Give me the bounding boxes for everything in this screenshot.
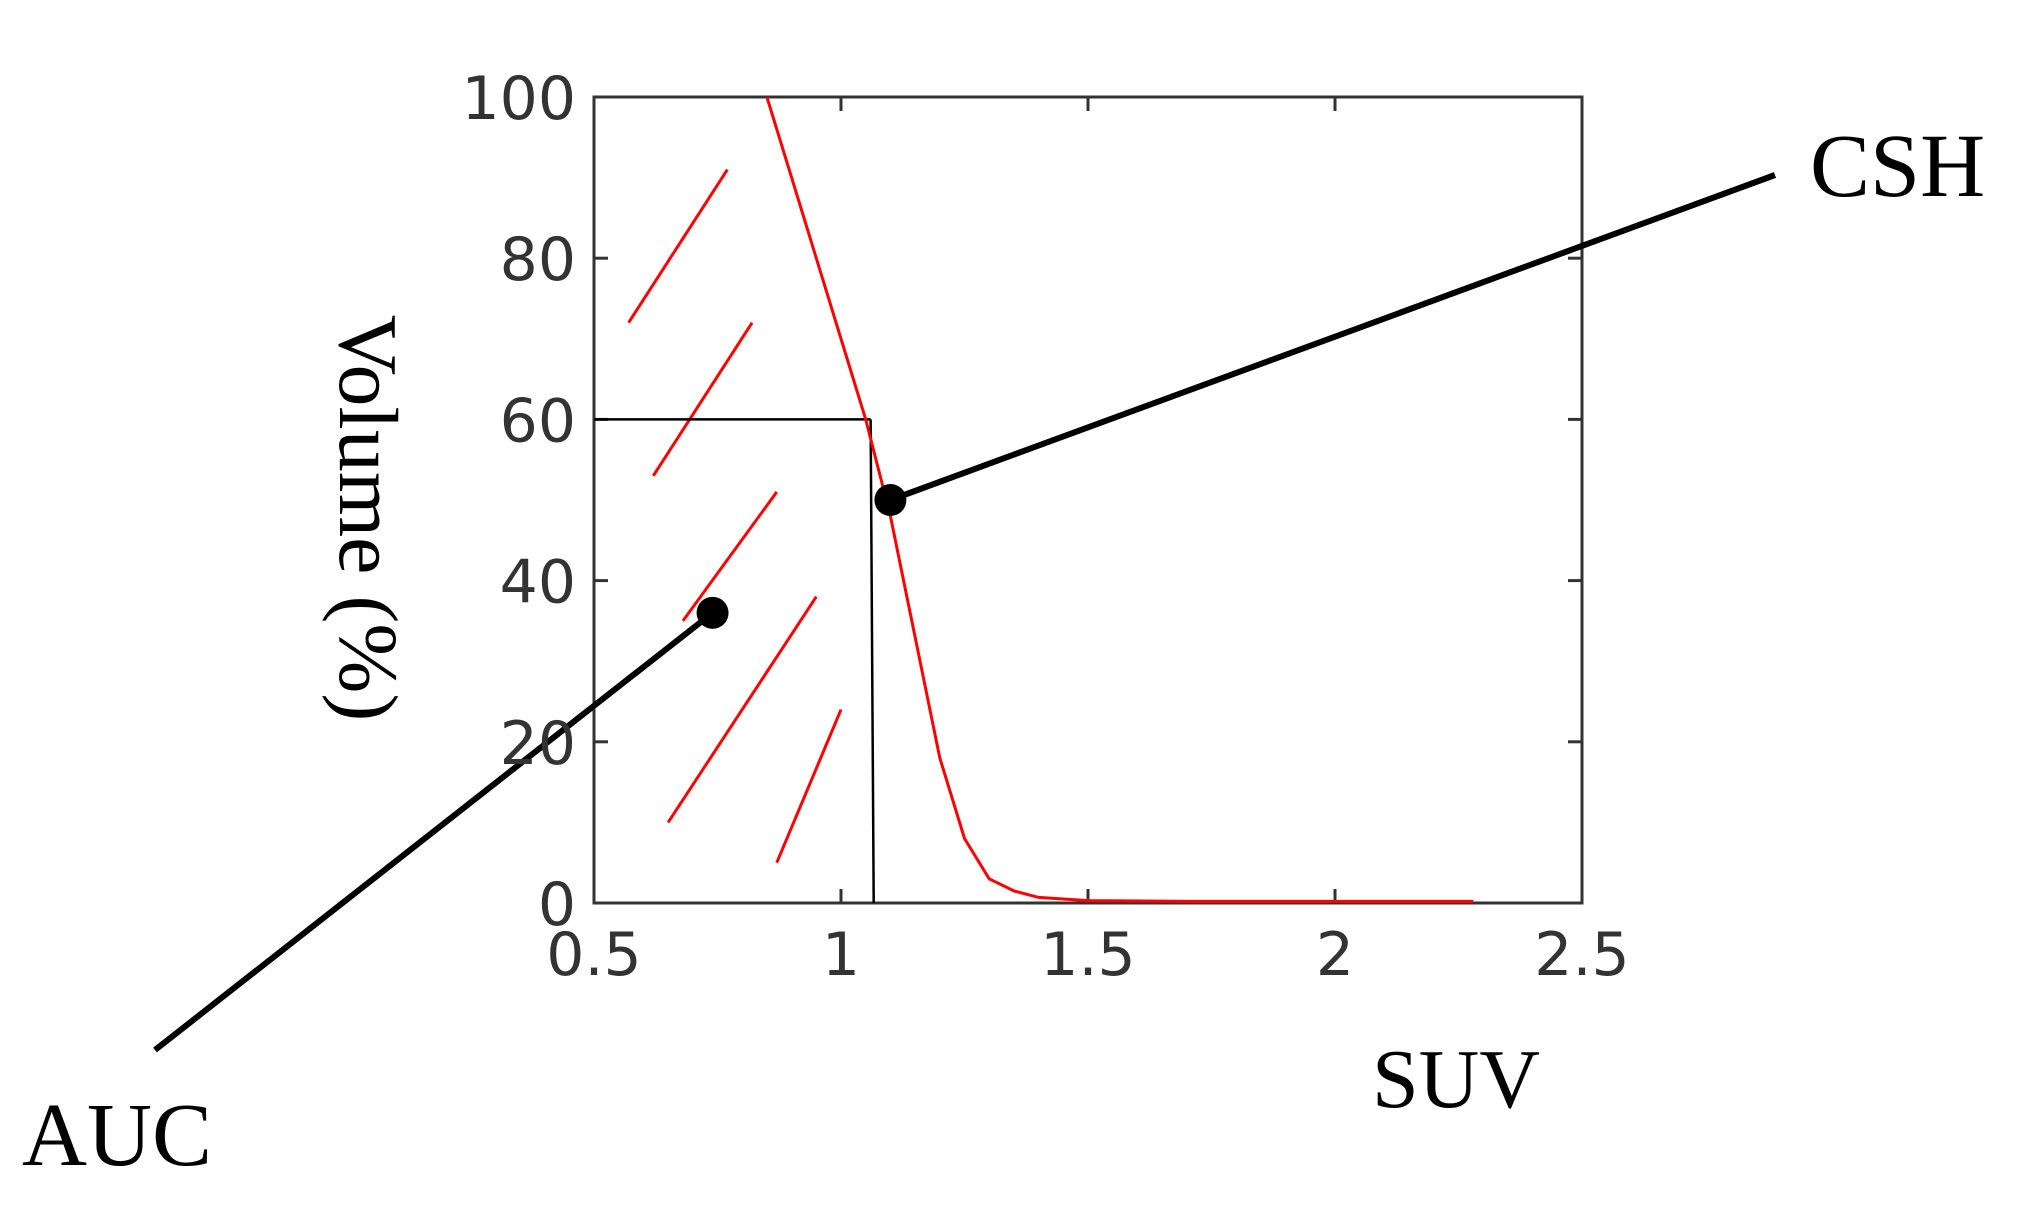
hatch-stroke <box>627 168 729 324</box>
callout-leader <box>153 610 715 1053</box>
series-layer <box>765 96 1474 903</box>
hatch-stroke <box>681 491 778 622</box>
x-tick-label: 0.5 <box>546 920 641 990</box>
auc-rectangle <box>594 418 875 904</box>
y-tick-label: 60 <box>500 386 576 456</box>
x-tick-label: 2.5 <box>1534 920 1629 990</box>
y-tick-label: 40 <box>500 548 576 618</box>
callout-leader <box>889 172 1777 503</box>
y-axis-title: Volume (%) <box>321 315 414 722</box>
hatch-stroke <box>775 708 843 864</box>
tick-marks <box>592 95 1584 905</box>
callout-marker <box>696 596 729 629</box>
y-tick-label: 20 <box>500 709 576 779</box>
plot-frame <box>592 95 1584 905</box>
y-tick-label: 80 <box>500 225 576 295</box>
x-tick-label: 2 <box>1316 920 1354 990</box>
callout-label-csh: CSH <box>1810 117 1985 216</box>
y-tick-label: 0 <box>538 870 576 940</box>
hatch-stroke <box>652 321 754 477</box>
callout-label-auc: AUC <box>22 1086 212 1185</box>
hatch-stroke <box>666 595 818 824</box>
tick-labels: 0.5 1 1.5 2 2.5 0 20 40 60 80 100 <box>461 64 1629 990</box>
y-tick-label: 100 <box>461 64 576 134</box>
x-tick-label: 1.5 <box>1040 920 1135 990</box>
series-line <box>765 96 1474 903</box>
callouts: CSH AUC <box>22 117 1985 1185</box>
x-axis-title: SUV <box>1372 1033 1540 1126</box>
auc-rect-right <box>869 419 875 904</box>
callout-marker <box>874 484 907 516</box>
x-tick-label: 1 <box>822 920 860 990</box>
auc-hatch <box>627 168 843 864</box>
